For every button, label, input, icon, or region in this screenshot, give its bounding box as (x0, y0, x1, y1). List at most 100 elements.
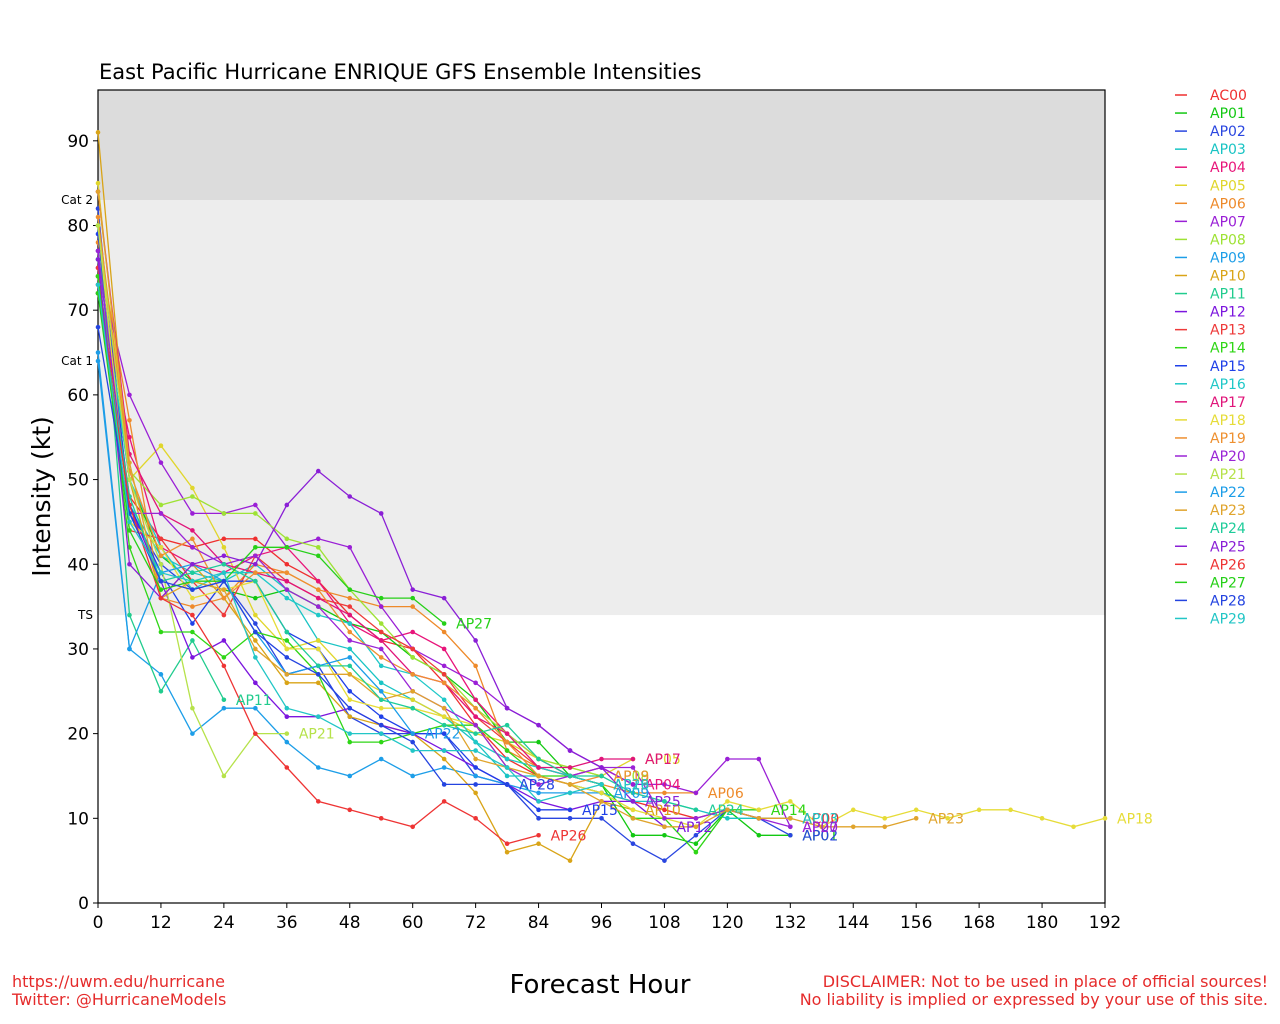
legend-item-ac00: AC00 (1175, 88, 1247, 104)
data-point (630, 799, 636, 804)
data-point (410, 697, 415, 703)
series-end-label: AP23 (928, 811, 964, 827)
data-point (253, 595, 258, 601)
legend-item-ap12: AP12 (1175, 305, 1246, 321)
data-point (190, 528, 195, 533)
data-point (504, 705, 510, 711)
legend-item-ap19: AP19 (1175, 431, 1246, 447)
data-point (1102, 816, 1108, 821)
data-point (127, 460, 132, 465)
data-point (221, 595, 227, 601)
data-point (536, 722, 541, 728)
legend-label: AP02 (1210, 124, 1246, 140)
data-point (253, 502, 258, 508)
series-ap27 (95, 290, 447, 626)
data-point (221, 578, 227, 584)
series-line (97, 259, 634, 802)
data-point (347, 773, 353, 779)
series-line (97, 276, 759, 854)
legend-label: AP24 (1210, 521, 1246, 537)
legend-label: AP12 (1210, 305, 1246, 321)
data-point (441, 714, 447, 719)
data-point (315, 578, 321, 584)
data-point (347, 688, 353, 694)
legend-label: AP26 (1210, 557, 1246, 573)
data-point (536, 799, 541, 804)
data-point (410, 629, 415, 635)
data-point (441, 748, 447, 753)
data-point (756, 807, 762, 813)
data-point (284, 545, 290, 550)
data-point (756, 816, 762, 821)
data-point (127, 646, 132, 652)
data-point (788, 832, 793, 838)
legend-item-ap24: AP24 (1175, 521, 1246, 537)
data-point (315, 587, 321, 592)
data-point (253, 621, 258, 626)
data-point (913, 807, 919, 813)
legend-label: AP29 (1210, 611, 1246, 627)
disclaimer-line-1: DISCLAIMER: Not to be used in place of o… (822, 972, 1268, 991)
data-point (347, 731, 353, 736)
data-point (725, 807, 730, 813)
data-point (253, 680, 258, 686)
series-ap28 (95, 324, 510, 787)
data-point (347, 494, 353, 499)
data-point (536, 756, 541, 762)
legend-label: AP14 (1210, 341, 1246, 357)
legend-label: AP20 (1210, 449, 1246, 465)
data-point (190, 494, 195, 499)
data-point (378, 816, 384, 821)
data-point (190, 561, 195, 567)
legend-item-ap09: AP09 (1175, 250, 1246, 266)
data-point (756, 832, 762, 838)
series-end-label: AP02 (802, 828, 838, 844)
data-point (158, 578, 164, 584)
data-point (347, 655, 353, 660)
data-point (599, 782, 604, 787)
data-point (315, 604, 321, 609)
data-point (913, 816, 919, 821)
data-point (693, 832, 699, 838)
data-point (284, 646, 290, 652)
legend-label: AP27 (1210, 575, 1246, 591)
data-point (190, 604, 195, 609)
data-point (536, 773, 541, 779)
data-point (253, 553, 258, 559)
data-point (599, 799, 604, 804)
data-point (599, 773, 604, 779)
data-point (284, 629, 290, 635)
legend-item-ap28: AP28 (1175, 593, 1246, 609)
category-bands: TS Cat 1 Cat 2 (61, 90, 1105, 622)
data-point (95, 282, 101, 288)
data-point (347, 621, 353, 626)
data-point (410, 595, 415, 601)
data-point (693, 790, 699, 796)
data-point (441, 663, 447, 669)
data-point (725, 799, 730, 804)
data-point (347, 672, 353, 677)
data-point (662, 858, 667, 863)
y-tick-label: 80 (67, 217, 89, 237)
series-end-label: AP11 (236, 693, 272, 709)
data-point (441, 646, 447, 652)
data-point (662, 799, 667, 804)
legend-item-ap06: AP06 (1175, 196, 1246, 212)
data-point (221, 638, 227, 643)
legend-item-ap10: AP10 (1175, 269, 1246, 285)
data-point (95, 130, 101, 135)
data-point (284, 595, 290, 601)
data-point (378, 722, 384, 728)
data-point (378, 621, 384, 626)
data-point (315, 672, 321, 677)
data-point (95, 206, 101, 211)
x-tick-label: 60 (402, 913, 424, 933)
data-point (567, 858, 573, 863)
data-point (158, 460, 164, 465)
data-point (536, 782, 541, 787)
data-point (315, 536, 321, 542)
data-point (95, 214, 101, 220)
data-point (378, 646, 384, 652)
data-point (599, 765, 604, 770)
data-point (158, 502, 164, 508)
